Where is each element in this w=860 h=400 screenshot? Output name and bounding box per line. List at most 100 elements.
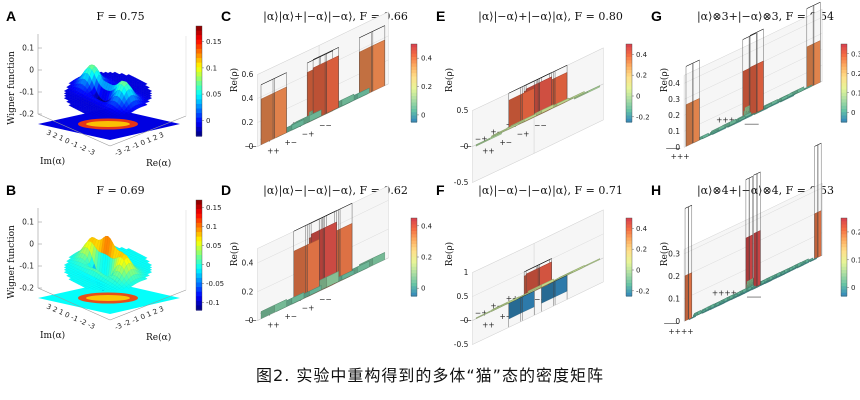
chart-1-colorbar-cell bbox=[196, 232, 202, 238]
chart-4-row-label: −+ bbox=[475, 135, 488, 144]
chart-2-bar-face-front bbox=[260, 92, 275, 146]
chart-3-colorbar-cell bbox=[411, 224, 417, 229]
chart-5-row-label: −+ bbox=[475, 309, 488, 318]
chart-4-colorbar-cell bbox=[626, 83, 632, 87]
chart-e: 0.50-0.5Re(ρ)+++++−+−−+−+−−−−0.40.20-0.2 bbox=[444, 43, 650, 187]
chart-1-colorbar-tick-label: -0.05 bbox=[206, 280, 224, 288]
panel-label-g: G bbox=[651, 8, 662, 24]
chart-4-colorbar-cell bbox=[626, 79, 632, 84]
chart-4-colorbar-frame bbox=[625, 43, 633, 123]
chart-5-colorbar-cell bbox=[626, 227, 632, 232]
chart-5-z-gridline bbox=[533, 281, 604, 316]
chart-5-z-tick-label: 0 bbox=[464, 316, 469, 325]
chart-7-colorbar: 0.2 0.1 0 bbox=[840, 217, 860, 297]
chart-6-bar-face-side bbox=[692, 98, 700, 144]
chart-6-bars bbox=[685, 1, 821, 147]
chart-1-colorbar-tick-label: 0.05 bbox=[206, 242, 222, 250]
chart-0-colorbar-cell bbox=[196, 99, 202, 105]
chart-2-z-tick-label: 0 bbox=[249, 142, 254, 151]
chart-7-colorbar-cell bbox=[841, 263, 847, 268]
chart-3-colorbar-cell bbox=[411, 244, 417, 248]
chart-7-colorbar-frame bbox=[840, 217, 848, 297]
chart-3-colorbar-cell bbox=[411, 289, 417, 294]
chart-0-wigner-surface bbox=[63, 64, 153, 118]
chart-4-colorbar-cell bbox=[626, 66, 632, 71]
chart-7-colorbar-tick-label: 0 bbox=[851, 284, 855, 292]
chart-1-wigner-surface bbox=[63, 235, 153, 292]
chart-2-colorbar-cell bbox=[411, 60, 417, 65]
chart-1-colorbar-cell bbox=[196, 255, 202, 261]
chart-1-x-axis-line bbox=[109, 289, 187, 321]
chart-5-z-tick-label: 1 bbox=[464, 268, 469, 277]
chart-7-colorbar-cell bbox=[841, 237, 847, 242]
chart-0-colorbar-frame bbox=[195, 25, 203, 137]
chart-0-z-tick-label: -0.2 bbox=[19, 110, 34, 119]
chart-3-colorbar-cell bbox=[411, 221, 417, 226]
chart-5-colorbar-cell bbox=[626, 240, 632, 245]
chart-7-colorbar-cell bbox=[841, 247, 847, 252]
chart-4-z-tick-label: 0 bbox=[464, 142, 469, 151]
chart-4-colorbar-cell bbox=[626, 60, 632, 65]
chart-0-colorbar-cell bbox=[196, 67, 202, 73]
chart-4-colorbar-tick-label: 0 bbox=[636, 93, 640, 101]
chart-2-bar-face-side bbox=[274, 86, 287, 139]
chart-6-colorbar-cell bbox=[841, 92, 847, 97]
chart-3-row-label: −− bbox=[245, 316, 258, 325]
chart-1-colorbar-frame bbox=[195, 199, 203, 311]
chart-4-colorbar-cell bbox=[626, 118, 632, 123]
chart-2-ideal-wire-top bbox=[312, 47, 339, 60]
chart-7-basis-labels: ++++ ++++ bbox=[664, 289, 761, 336]
chart-6-colorbar-cell bbox=[841, 53, 847, 58]
chart-7-colorbar-cell bbox=[841, 218, 847, 222]
chart-5-colorbar-cell bbox=[626, 218, 632, 222]
chart-5-colorbar-frame bbox=[625, 217, 633, 297]
chart-1-surface-cell bbox=[107, 288, 113, 292]
chart-1-z-tick-label: 0 bbox=[29, 240, 34, 249]
chart-5-axes: 1 0.5 0 -0.5 Re(ρ) bbox=[444, 209, 604, 349]
chart-4-colorbar-cell bbox=[626, 44, 632, 48]
chart-6-colorbar-cell bbox=[841, 83, 847, 87]
chart-5-z-axis-label: Re(ρ) bbox=[444, 242, 455, 266]
panel-b: B F = 0.69 0.1 0 -0.1 -0.2 Wigner function 3 … bbox=[0, 178, 224, 353]
chart-1-colorbar-cell bbox=[196, 291, 202, 297]
chart-1-surface-cell bbox=[84, 286, 90, 289]
chart-6-colorbar-cell bbox=[841, 76, 847, 81]
chart-7-colorbar-cell bbox=[841, 279, 847, 284]
chart-5-bar-top bbox=[558, 265, 585, 278]
chart-7-z-axis-label: Re(ρ) bbox=[659, 242, 670, 266]
chart-5-colorbar-tick-label: 0 bbox=[636, 267, 640, 275]
chart-4-bars bbox=[475, 64, 600, 147]
chart-3-z-tick-label: 0 bbox=[249, 316, 254, 325]
chart-2-colorbar: 0.4 0.2 0 bbox=[410, 43, 433, 123]
chart-7-colorbar-cell bbox=[841, 273, 847, 278]
chart-6-colorbar-cell bbox=[841, 102, 847, 107]
chart-0-colorbar-cell bbox=[196, 53, 202, 59]
chart-5-colorbar-tick-label: 0.2 bbox=[636, 246, 647, 254]
chart-0-colorbar-cell bbox=[196, 94, 202, 100]
chart-5-row-label: ++ bbox=[506, 294, 519, 303]
chart-6-colorbar-cell bbox=[841, 66, 847, 71]
chart-6-z-tick-label: 0.2 bbox=[668, 111, 680, 120]
chart-5-colorbar-cell bbox=[626, 247, 632, 252]
chart-5-colorbar-cell bbox=[626, 286, 632, 291]
chart-1-colorbar-cell bbox=[196, 213, 202, 219]
chart-7-bar-face-side bbox=[757, 230, 761, 287]
chart-1-colorbar-cell bbox=[196, 204, 202, 210]
chart-0-colorbar-cell bbox=[196, 122, 202, 128]
chart-1-z-tick-label: 0.1 bbox=[22, 218, 34, 227]
chart-5-colorbar-cell bbox=[626, 244, 632, 248]
chart-4-colorbar-cell bbox=[626, 76, 632, 81]
chart-0-colorbar-tick-label: 0.1 bbox=[206, 64, 217, 72]
chart-5-colorbar-tick-label: -0.2 bbox=[636, 287, 650, 295]
chart-1-colorbar-cell bbox=[196, 296, 202, 302]
chart-0-x-axis-line bbox=[109, 115, 187, 147]
chart-1-colorbar-cell bbox=[196, 245, 202, 252]
chart-4-colorbar: 0.4 0.2 0 -0.2 bbox=[625, 43, 650, 123]
chart-6-ideal-wire-top bbox=[742, 32, 757, 40]
chart-3-colorbar-cell bbox=[411, 227, 417, 232]
chart-5-colorbar-cell bbox=[626, 224, 632, 229]
chart-2-col-label: +− bbox=[284, 138, 297, 147]
chart-6-bar-face-front bbox=[685, 101, 694, 147]
chart-2-colorbar-cell bbox=[411, 115, 417, 120]
